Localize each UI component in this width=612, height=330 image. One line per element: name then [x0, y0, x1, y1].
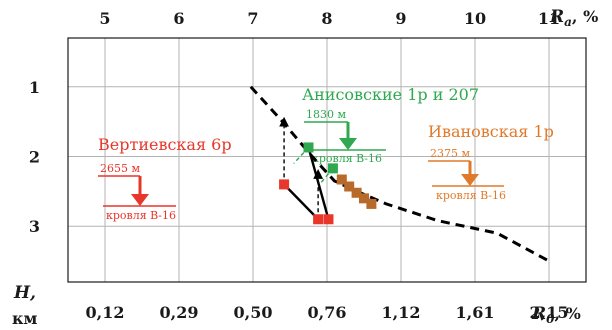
data-point: [366, 198, 377, 209]
connector-line: [283, 183, 319, 221]
annotation-anisovskie-depth: 1830 м: [306, 108, 346, 121]
data-point: [344, 181, 355, 192]
top-tick-label: 10: [464, 9, 486, 28]
data-point: [359, 193, 369, 204]
top-tick-label: 9: [395, 9, 406, 28]
annotation-ivanovskaya-name: Ивановская 1р: [428, 122, 554, 141]
annotation-anisovskie-horizon: кровля В-16: [312, 152, 382, 165]
bottom-tick-label: 0,12: [86, 303, 125, 322]
data-point: [336, 174, 347, 185]
annotation-vertievskaya-name: Вертиевская 6р: [98, 135, 232, 154]
annotation-ivanovskaya: Ивановская 1р 2375 м кровля В-16: [428, 122, 554, 202]
annotation-anisovskie-arrow-icon: [339, 138, 357, 150]
annotation-ivanovskaya-arrow-icon: [461, 174, 479, 186]
top-tick-label: 7: [247, 9, 258, 28]
data-point: [323, 214, 334, 225]
data-point: [303, 142, 314, 153]
top-tick-label: 8: [321, 9, 332, 28]
bottom-tick-label: 1,61: [456, 303, 495, 322]
bottom-axis: 0,12 0,29 0,50 0,76 1,12 1,61 2,15: [86, 303, 569, 322]
y-axis-unit: км: [12, 309, 38, 328]
svg-text:R0, %: R0, %: [531, 304, 581, 326]
annotation-anisovskie-name: Анисовские 1р и 207: [302, 85, 479, 104]
y-tick-label: 2: [29, 148, 40, 167]
y-tick-label: 1: [29, 78, 40, 97]
grid: [68, 38, 586, 282]
top-axis-title: Ra, %: [549, 7, 598, 29]
bottom-axis-title: R0, %: [531, 304, 581, 326]
bottom-tick-label: 0,50: [234, 303, 273, 322]
bottom-tick-label: 2,15: [530, 303, 569, 322]
annotation-vertievskaya-arrow-icon: [131, 194, 149, 206]
annotation-anisovskie: Анисовские 1р и 207 1830 м кровля В-16: [302, 85, 479, 165]
bottom-tick-label: 1,12: [382, 303, 421, 322]
annotation-vertievskaya: Вертиевская 6р 2655 м кровля В-16: [98, 135, 232, 222]
annotation-ivanovskaya-horizon: кровля В-16: [436, 189, 506, 202]
y-axis-title: H,: [13, 283, 36, 303]
annotation-vertievskaya-depth: 2655 м: [100, 162, 140, 175]
bottom-tick-label: 0,29: [160, 303, 199, 322]
svg-text:Ra, %: Ra, %: [549, 7, 598, 29]
data-point: [279, 179, 290, 190]
data-point: [313, 214, 324, 225]
data-point: [351, 187, 362, 198]
connectors: [279, 116, 334, 221]
data-point: [327, 163, 338, 174]
annotation-ivanovskaya-depth: 2375 м: [430, 147, 470, 160]
plot-frame: [67, 37, 587, 283]
top-tick-label: 11: [538, 9, 560, 28]
y-axis: 1 2 3: [29, 78, 40, 236]
trend-line: [249, 85, 550, 263]
top-tick-label: 6: [173, 9, 184, 28]
annotation-vertievskaya-horizon: кровля В-16: [106, 209, 176, 222]
bottom-tick-label: 0,76: [308, 303, 347, 322]
y-tick-label: 3: [29, 217, 40, 236]
top-tick-label: 5: [99, 9, 110, 28]
data-markers: [279, 142, 377, 225]
top-axis: 5 6 7 8 9 10 11: [99, 9, 560, 28]
